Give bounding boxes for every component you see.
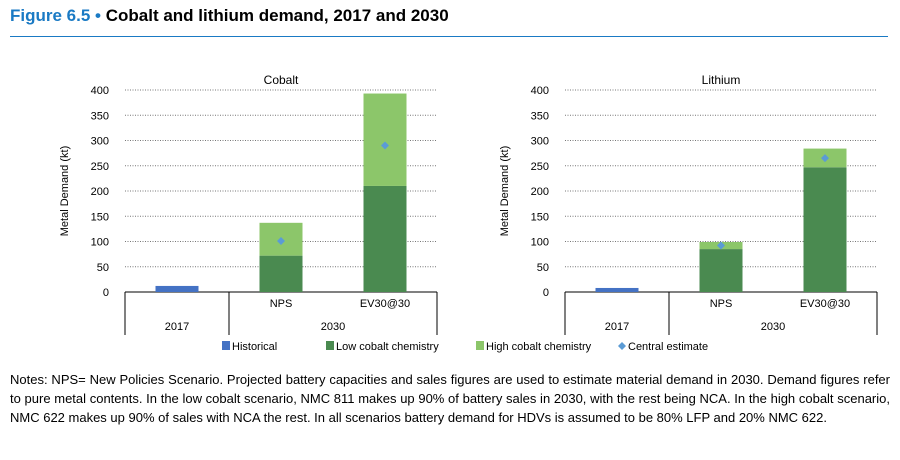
title-rule <box>10 36 888 37</box>
x-group-label: 2017 <box>165 321 189 333</box>
x-group-label: 2030 <box>761 321 785 333</box>
panel-title: Cobalt <box>264 73 299 87</box>
y-tick-label: 300 <box>531 136 549 148</box>
legend-label: High cobalt chemistry <box>486 341 592 353</box>
y-tick-label: 400 <box>91 85 109 97</box>
panel-title: Lithium <box>702 73 741 87</box>
figure-notes: Notes: NPS= New Policies Scenario. Proje… <box>10 372 890 425</box>
central-estimate-marker <box>821 154 829 163</box>
y-tick-label: 50 <box>537 262 549 274</box>
x-tick-label: NPS <box>270 298 293 310</box>
bar-high-cobalt-chemistry <box>363 93 407 186</box>
y-tick-label: 200 <box>91 186 109 198</box>
y-tick-label: 400 <box>531 85 549 97</box>
figure-title: Figure 6.5 • Cobalt and lithium demand, … <box>10 6 449 26</box>
y-tick-label: 250 <box>531 161 549 173</box>
x-group-label: 2017 <box>605 321 629 333</box>
legend-label: Central estimate <box>628 341 708 353</box>
legend-label: Historical <box>232 341 277 353</box>
figure-label: Figure 6.5 <box>10 6 91 25</box>
title-bullet: • <box>95 6 101 25</box>
legend-swatch-central-estimate <box>618 342 626 350</box>
figure-title-text: Cobalt and lithium demand, 2017 and 2030 <box>105 6 449 25</box>
y-tick-label: 350 <box>531 110 549 122</box>
legend-swatch <box>326 341 334 350</box>
bar-low-cobalt-chemistry <box>699 249 743 292</box>
y-tick-label: 150 <box>91 211 109 223</box>
bar-low-cobalt-chemistry <box>363 185 407 292</box>
y-tick-label: 200 <box>531 186 549 198</box>
legend-swatch <box>476 341 484 350</box>
legend-label: Low cobalt chemistry <box>336 341 439 353</box>
y-tick-label: 0 <box>543 287 549 299</box>
bar-low-cobalt-chemistry <box>259 255 303 292</box>
y-tick-label: 350 <box>91 110 109 122</box>
y-tick-label: 50 <box>97 262 109 274</box>
y-axis-label: Metal Demand (kt) <box>59 146 71 236</box>
central-estimate-marker <box>381 141 389 150</box>
y-tick-label: 300 <box>91 136 109 148</box>
x-tick-label: NPS <box>710 298 733 310</box>
charts: Cobalt 0 50 100 150 200 250 300 350 400 Metal Dema… <box>59 73 878 353</box>
y-tick-label: 0 <box>103 287 109 299</box>
y-tick-label: 100 <box>91 237 109 249</box>
y-tick-label: 250 <box>91 161 109 173</box>
bar-historical <box>155 285 199 292</box>
x-group-label: 2030 <box>321 321 345 333</box>
x-tick-label: EV30@30 <box>800 298 850 310</box>
legend-swatch <box>222 341 230 350</box>
y-axis-label: Metal Demand (kt) <box>499 146 511 236</box>
bar-low-cobalt-chemistry <box>803 167 847 292</box>
x-tick-label: EV30@30 <box>360 298 410 310</box>
central-estimate-marker <box>717 241 725 250</box>
y-tick-label: 150 <box>531 211 549 223</box>
central-estimate-marker <box>277 236 285 245</box>
bar-historical <box>595 287 639 292</box>
y-tick-label: 100 <box>531 237 549 249</box>
